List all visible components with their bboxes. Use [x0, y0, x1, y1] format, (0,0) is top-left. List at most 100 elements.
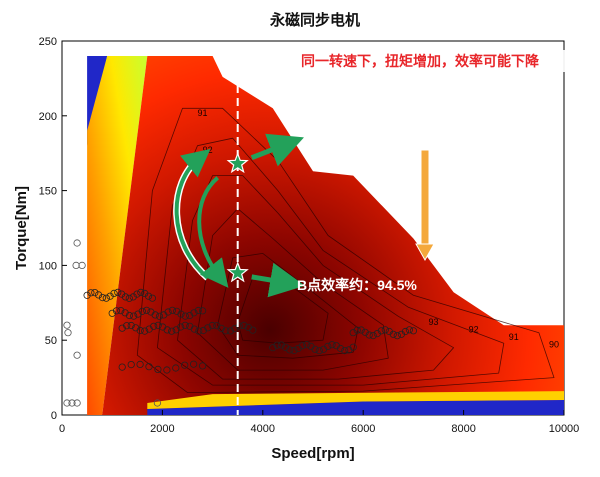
- operating-point-ring: [177, 310, 185, 318]
- point-b-annotation: B点效率约：94.5%: [297, 277, 417, 293]
- operating-point-ring: [269, 344, 277, 352]
- y-tick-label: 150: [39, 186, 57, 198]
- low-torque-region: [147, 400, 565, 415]
- operating-point-ring: [87, 289, 95, 297]
- operating-point-ring: [361, 328, 369, 336]
- operating-point-ring: [311, 345, 319, 353]
- operating-point-ring: [336, 344, 345, 353]
- operating-point-ring: [401, 327, 409, 336]
- operating-point-ring: [249, 326, 257, 334]
- y-tick-label: 200: [39, 111, 57, 123]
- operating-point-ring: [349, 343, 357, 351]
- contour-level-label: 92: [203, 145, 213, 155]
- operating-point-ring: [63, 399, 71, 407]
- operating-point-ring: [195, 327, 203, 335]
- operating-point-ring: [389, 330, 397, 338]
- operating-point-ring: [172, 364, 180, 372]
- contour-line: [136, 107, 555, 393]
- operating-point-ring: [190, 309, 198, 317]
- operating-point-ring: [273, 341, 281, 349]
- operating-point-ring: [377, 327, 385, 335]
- transition-region: [87, 56, 148, 415]
- operating-point-ring: [141, 327, 149, 335]
- point-a-annotation: A点效率约：93%: [303, 126, 412, 142]
- y-tick-label: 250: [39, 36, 57, 48]
- curved-arrow-up: [174, 148, 211, 280]
- operating-point-ring: [83, 291, 91, 299]
- operating-point-ring: [151, 311, 159, 319]
- operating-point-ring: [286, 346, 294, 354]
- operating-point-ring: [114, 288, 122, 296]
- operating-point-ring: [64, 329, 72, 337]
- operating-point-ring: [91, 288, 99, 297]
- operating-point-ring: [102, 294, 110, 302]
- operating-point-ring: [63, 321, 71, 329]
- operating-point-ring: [365, 331, 373, 339]
- x-axis-label: Speed[rpm]: [271, 445, 354, 462]
- operating-point-ring: [155, 312, 164, 320]
- x-tick-label: 4000: [251, 423, 275, 435]
- operating-point-ring: [341, 346, 349, 355]
- operating-point-ring: [405, 326, 413, 334]
- contour-line: [197, 208, 389, 371]
- y-axis-label: Torque[Nm]: [13, 186, 30, 270]
- operating-point-ring: [136, 326, 144, 335]
- operating-point-ring: [136, 360, 144, 368]
- operating-point-ring: [240, 321, 248, 329]
- curved-arrow-down: [197, 176, 229, 288]
- operating-point-ring: [163, 326, 171, 334]
- operating-point-ring: [117, 306, 125, 315]
- headline-annotation: 同一转速下，扭矩增加，效率可能下降: [301, 53, 540, 69]
- x-tick-label: 10000: [549, 423, 580, 435]
- operating-point-ring: [298, 342, 306, 350]
- operating-point-ring: [150, 322, 158, 330]
- operating-point-ring: [393, 332, 401, 340]
- operating-points: [63, 239, 417, 407]
- point-a-arrow: [250, 133, 305, 167]
- operating-point-ring: [324, 342, 332, 350]
- low-torque-band: [147, 391, 565, 409]
- operating-point-ring: [177, 323, 185, 331]
- operating-point-ring: [303, 341, 311, 349]
- operating-point-ring: [290, 346, 298, 355]
- operating-point-ring: [148, 294, 156, 302]
- operating-point-ring: [73, 399, 81, 407]
- operating-point-ring: [73, 351, 81, 359]
- operating-point-ring: [204, 324, 212, 332]
- operating-point-ring: [130, 312, 138, 320]
- contour-line: [177, 175, 454, 380]
- low-efficiency-region: [87, 56, 108, 415]
- operating-point-ring: [98, 293, 107, 302]
- operating-point-ring: [121, 293, 130, 301]
- point-a-star: [226, 152, 249, 174]
- operating-point-ring: [133, 290, 141, 298]
- operating-point-ring: [235, 322, 243, 330]
- operating-point-ring: [328, 341, 336, 349]
- operating-point-ring: [112, 307, 121, 315]
- operating-point-ring: [68, 399, 76, 407]
- operating-point-ring: [144, 292, 153, 300]
- operating-point-ring: [145, 363, 153, 371]
- operating-point-ring: [118, 324, 126, 332]
- x-tick-label: 2000: [150, 423, 174, 435]
- operating-point-ring: [381, 326, 389, 334]
- operating-point-ring: [125, 294, 133, 302]
- operating-point-ring: [353, 326, 361, 334]
- operating-point-ring: [226, 327, 234, 335]
- operating-point-ring: [72, 261, 80, 269]
- operating-point-ring: [127, 321, 135, 330]
- contour-level-label: 90: [549, 340, 559, 350]
- operating-point-ring: [190, 325, 198, 333]
- operating-point-ring: [194, 306, 202, 315]
- operating-point-ring: [110, 289, 118, 297]
- operating-point-ring: [138, 307, 146, 315]
- contour-level-label: 91: [509, 332, 519, 342]
- operating-point-ring: [409, 327, 417, 335]
- operating-point-ring: [181, 321, 189, 329]
- operating-point-ring: [153, 399, 161, 407]
- operating-point-ring: [208, 321, 216, 330]
- contour-level-label: 92: [469, 325, 479, 335]
- chart-title: 永磁同步电机: [269, 11, 360, 29]
